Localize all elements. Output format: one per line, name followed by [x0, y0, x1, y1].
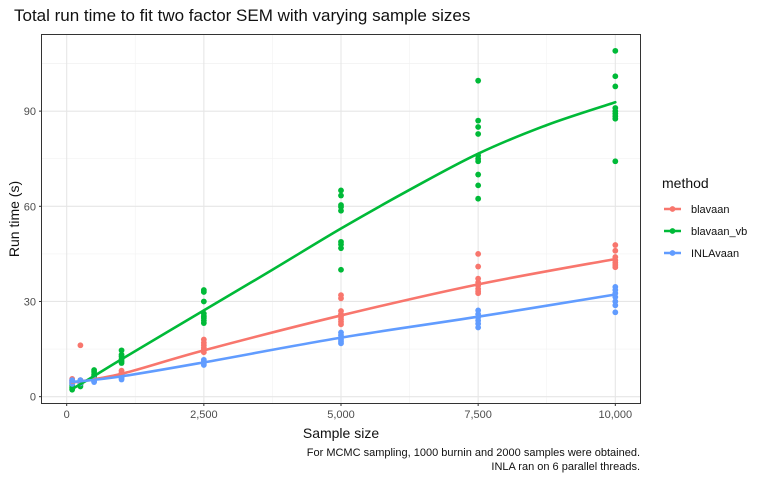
point-blavaan_vb — [612, 83, 619, 90]
y-tick-label: 30 — [24, 296, 36, 308]
point-blavaan_vb — [338, 187, 344, 194]
point-blavaan — [612, 247, 619, 254]
point-blavaan_vb — [612, 73, 619, 80]
legend-key-point-blavaan — [669, 206, 676, 212]
point-blavaan_vb — [200, 320, 207, 326]
caption-line-2: INLA ran on 6 parallel threads. — [491, 461, 640, 473]
smooth-line-blavaan_vb — [70, 100, 617, 391]
x-tick-label: 10,000 — [598, 409, 632, 421]
point-blavaan_vb — [338, 245, 344, 252]
point-blavaan_vb — [475, 195, 482, 202]
x-tick-label: 2,500 — [190, 409, 218, 421]
point-blavaan_vb — [338, 266, 344, 273]
x-tick-label: 0 — [64, 409, 70, 421]
point-blavaan_vb — [475, 131, 482, 137]
y-tick-label: 0 — [30, 392, 36, 404]
point-blavaan_vb — [475, 117, 482, 124]
y-axis-title: Run time (s) — [6, 181, 22, 257]
x-axis-title: Sample size — [303, 425, 379, 441]
point-INLAvaan — [475, 324, 482, 331]
legend-label-INLAvaan: INLAvaan — [691, 248, 739, 260]
legend-title: method — [662, 175, 709, 191]
point-blavaan_vb — [475, 182, 482, 189]
point-blavaan_vb — [200, 298, 207, 305]
point-INLAvaan — [118, 376, 125, 383]
point-blavaan — [612, 242, 619, 248]
point-INLAvaan — [612, 309, 619, 316]
plot-panel-border — [41, 34, 641, 404]
legend-key-point-blavaan_vb — [669, 228, 676, 234]
point-blavaan_vb — [338, 207, 344, 214]
caption-line-1: For MCMC sampling, 1000 burnin and 2000 … — [307, 447, 640, 459]
x-tick-label: 5,000 — [327, 409, 355, 421]
point-blavaan_vb — [118, 347, 125, 354]
x-tick-label: 7,500 — [464, 409, 492, 421]
point-blavaan_vb — [338, 192, 344, 199]
point-blavaan — [338, 321, 344, 328]
point-INLAvaan — [338, 340, 344, 347]
y-tick-label: 90 — [24, 106, 36, 118]
point-blavaan_vb — [475, 171, 482, 178]
chart-title: Total run time to fit two factor SEM wit… — [14, 6, 470, 25]
y-tick-label: 60 — [24, 201, 36, 213]
point-blavaan_vb — [612, 158, 619, 165]
smooth-lines — [70, 100, 617, 391]
point-blavaan — [77, 342, 84, 349]
x-axis: 0 2,500 5,000 7,500 10,000 — [64, 403, 632, 421]
legend-label-blavaan: blavaan — [691, 204, 730, 216]
smooth-line-INLAvaan — [70, 293, 617, 384]
point-blavaan_vb — [475, 124, 482, 130]
point-blavaan_vb — [475, 158, 482, 165]
point-blavaan_vb — [612, 115, 619, 122]
legend-label-blavaan_vb: blavaan_vb — [691, 226, 747, 238]
smooth-line-blavaan — [70, 257, 617, 384]
y-axis: 0 30 60 90 — [24, 106, 42, 404]
point-INLAvaan — [612, 302, 619, 309]
point-blavaan — [475, 250, 482, 257]
legend-key-point-INLAvaan — [669, 250, 676, 256]
point-blavaan — [475, 290, 482, 297]
point-blavaan_vb — [475, 77, 482, 84]
major-grid — [42, 35, 640, 403]
point-blavaan — [475, 263, 482, 270]
point-blavaan_vb — [612, 47, 619, 54]
point-blavaan — [612, 264, 619, 271]
point-blavaan_vb — [200, 289, 207, 295]
point-blavaan — [338, 295, 344, 302]
legend: blavaan blavaan_vb INLAvaan — [664, 204, 747, 260]
